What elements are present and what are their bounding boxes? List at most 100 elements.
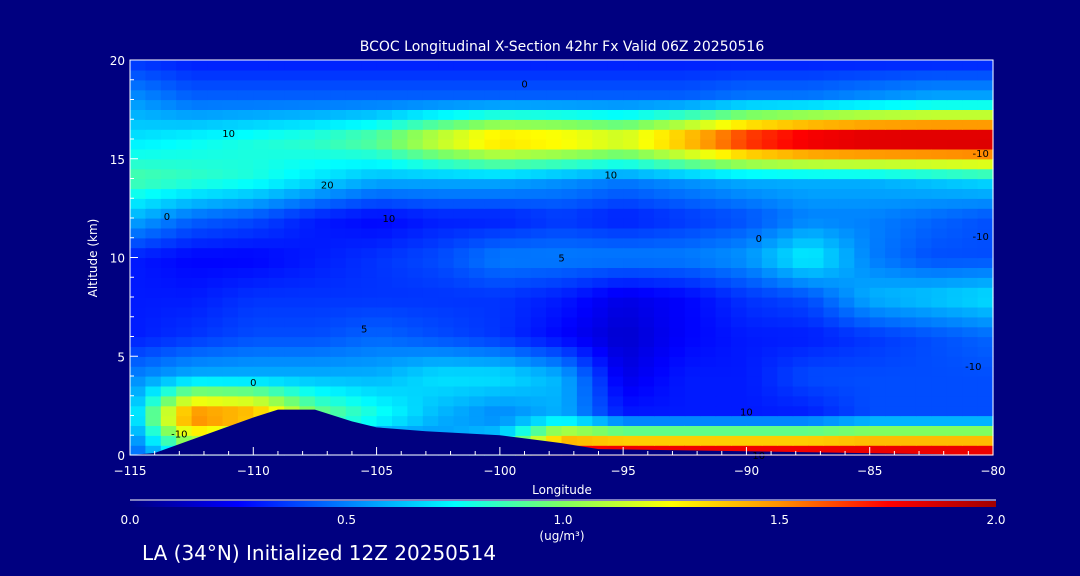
heatmap-cell — [777, 218, 794, 229]
heatmap-cell — [191, 257, 208, 268]
heatmap-cell — [761, 435, 778, 446]
heatmap-cell — [314, 326, 331, 338]
heatmap-cell — [900, 267, 917, 278]
heatmap-cell — [145, 227, 162, 239]
heatmap-cell — [299, 385, 316, 397]
heatmap-cell — [669, 356, 686, 367]
heatmap-cell — [361, 297, 378, 308]
heatmap-cell — [345, 385, 362, 397]
heatmap-cell — [268, 218, 285, 229]
heatmap-cell — [530, 257, 547, 268]
heatmap-cell — [392, 168, 408, 180]
heatmap-cell — [130, 376, 146, 387]
heatmap-cell — [838, 376, 855, 387]
heatmap-cell — [715, 119, 732, 130]
heatmap-cell — [392, 366, 408, 377]
heatmap-cell — [684, 60, 701, 71]
heatmap-cell — [130, 356, 146, 367]
heatmap-cell — [392, 306, 408, 318]
heatmap-cell — [792, 346, 809, 357]
heatmap-cell — [561, 208, 578, 219]
heatmap-cell — [392, 376, 408, 387]
heatmap-cell — [654, 336, 670, 347]
heatmap-cell — [314, 178, 331, 189]
heatmap-cell — [654, 198, 670, 209]
heatmap-cell — [946, 208, 963, 219]
heatmap-cell — [130, 109, 146, 120]
heatmap-cell — [962, 129, 979, 140]
heatmap-cell — [561, 60, 578, 71]
heatmap-cell — [854, 247, 871, 259]
heatmap-cell — [885, 99, 902, 110]
heatmap-cell — [715, 306, 732, 318]
heatmap-cell — [576, 356, 593, 367]
heatmap-cell — [669, 119, 686, 130]
heatmap-cell — [777, 89, 794, 101]
heatmap-cell — [838, 326, 855, 338]
heatmap-cell — [777, 247, 794, 259]
heatmap-cell — [407, 109, 424, 120]
heatmap-cell — [684, 247, 701, 259]
heatmap-cell — [931, 435, 948, 446]
heatmap-cell — [838, 356, 855, 367]
heatmap-cell — [530, 188, 547, 199]
heatmap-cell — [130, 435, 146, 446]
heatmap-cell — [546, 316, 563, 328]
heatmap-cell — [160, 287, 177, 298]
heatmap-cell — [530, 306, 547, 318]
heatmap-cell — [669, 99, 686, 110]
heatmap-cell — [684, 277, 701, 288]
heatmap-cell — [499, 306, 516, 318]
heatmap-cell — [607, 69, 624, 81]
heatmap-cell — [253, 109, 270, 120]
heatmap-cell — [376, 395, 393, 407]
heatmap-cell — [885, 227, 902, 239]
heatmap-cell — [885, 297, 902, 308]
heatmap-cell — [962, 109, 979, 120]
heatmap-cell — [623, 109, 640, 120]
heatmap-cell — [977, 237, 994, 249]
heatmap-cell — [376, 415, 393, 426]
heatmap-cell — [654, 99, 670, 110]
x-axis: −115 −110 −105 −100 −95 −90 −85 −80 — [114, 447, 1006, 478]
heatmap-cell — [777, 119, 794, 130]
heatmap-cell — [530, 89, 547, 101]
heatmap-cell — [191, 277, 208, 288]
heatmap-cell — [977, 277, 994, 288]
heatmap-cell — [731, 257, 747, 268]
heatmap-cell — [284, 356, 301, 367]
heatmap-cell — [654, 178, 670, 189]
heatmap-cell — [330, 208, 347, 219]
heatmap-cell — [854, 297, 871, 308]
heatmap-cell — [808, 257, 825, 268]
heatmap-cell — [438, 267, 455, 278]
heatmap-cell — [607, 198, 624, 209]
heatmap-cell — [915, 445, 932, 456]
heatmap-cell — [761, 237, 778, 249]
heatmap-cell — [191, 326, 208, 338]
heatmap-cell — [869, 148, 886, 160]
heatmap-cell — [314, 158, 331, 170]
heatmap-cell — [314, 99, 331, 110]
heatmap-cell — [931, 415, 948, 426]
heatmap-cell — [962, 60, 979, 71]
heatmap-cell — [499, 60, 516, 71]
heatmap-cell — [746, 366, 763, 377]
heatmap-cell — [654, 297, 670, 308]
heatmap-cell — [746, 129, 763, 140]
heatmap-cell — [777, 356, 794, 367]
heatmap-cell — [330, 356, 347, 367]
heatmap-cell — [638, 178, 655, 189]
heatmap-cell — [546, 257, 563, 268]
heatmap-cell — [530, 218, 547, 229]
heatmap-cell — [160, 218, 177, 229]
heatmap-cell — [715, 385, 732, 397]
heatmap-cell — [361, 395, 378, 407]
heatmap-cell — [453, 89, 470, 101]
heatmap-cell — [592, 306, 609, 318]
heatmap-cell — [915, 366, 932, 377]
heatmap-cell — [438, 395, 455, 407]
heatmap-cell — [453, 405, 470, 417]
heatmap-cell — [515, 119, 532, 130]
heatmap-cell — [284, 376, 301, 387]
